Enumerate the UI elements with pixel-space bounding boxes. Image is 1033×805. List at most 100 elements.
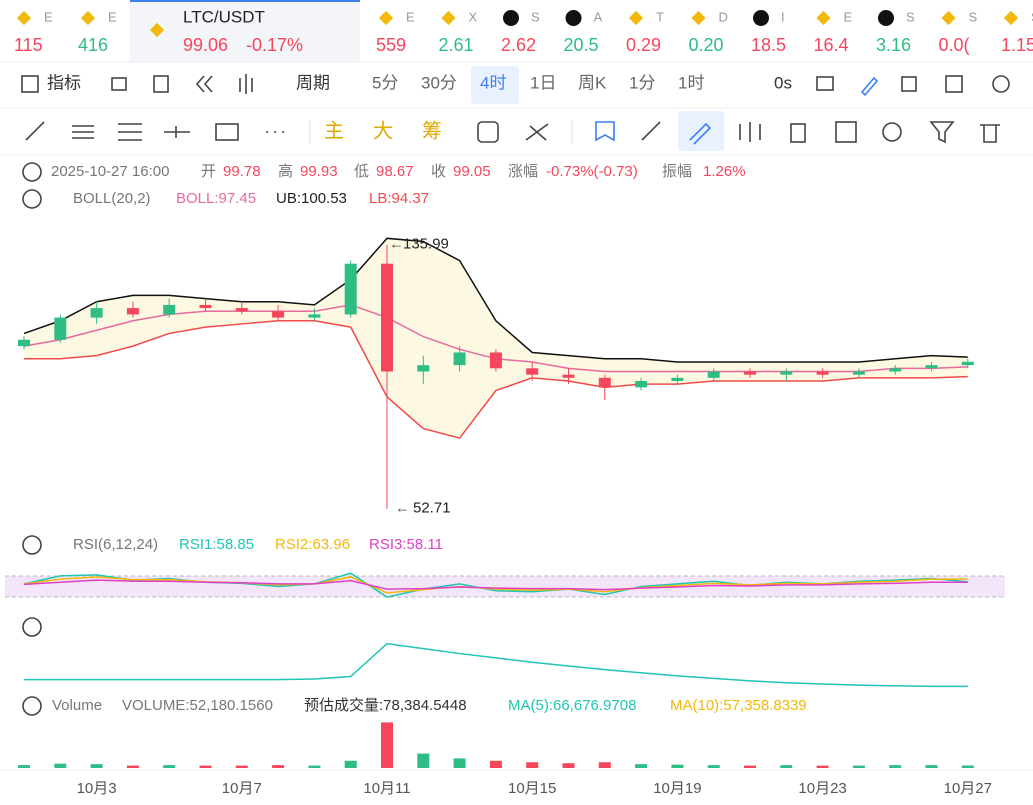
toggle[interactable] — [22, 535, 42, 555]
ticker-price[interactable]: 18.5 — [751, 35, 786, 55]
toggle[interactable] — [22, 696, 42, 716]
icon[interactable] — [111, 77, 127, 91]
toggle[interactable] — [22, 617, 42, 637]
interval[interactable]: 30分 — [421, 73, 457, 92]
x-tick-label: 10月27 — [944, 780, 992, 797]
info-open-label: 开 — [201, 163, 216, 180]
coin-icon — [503, 10, 519, 26]
volume-bar — [961, 765, 974, 768]
volume-bar — [635, 764, 648, 768]
interval[interactable]: 1分 — [629, 73, 655, 92]
boll-line — [24, 320, 968, 439]
x-tick-label: 10月11 — [363, 780, 410, 797]
info-close: 99.05 — [453, 163, 491, 180]
indicator-tool[interactable]: 大 — [373, 119, 393, 142]
ticker-price[interactable]: 0.0( — [939, 35, 970, 55]
ticker-symbol[interactable]: X — [469, 9, 478, 24]
indicators-button[interactable]: 指标 — [47, 73, 81, 92]
icon[interactable] — [21, 75, 39, 93]
candle-body — [489, 352, 502, 369]
ticker-symbol[interactable]: S — [531, 9, 540, 24]
ticker-symbol[interactable]: E — [44, 9, 53, 24]
ticker-symbol[interactable]: E — [406, 9, 415, 24]
toggle[interactable] — [22, 162, 42, 182]
ticker-price[interactable]: 16.4 — [814, 35, 849, 55]
tool-active-bg — [678, 111, 724, 151]
icon[interactable] — [816, 76, 834, 91]
tool[interactable] — [641, 121, 661, 141]
tool[interactable] — [525, 123, 549, 141]
icon[interactable] — [195, 75, 213, 93]
volume-bar — [707, 765, 720, 768]
tool[interactable] — [790, 123, 806, 143]
period-button[interactable]: 周期 — [296, 73, 330, 92]
arrow: ← — [389, 236, 404, 253]
icon[interactable] — [860, 76, 879, 97]
icon[interactable] — [945, 75, 963, 93]
ticker-symbol[interactable]: E — [844, 9, 853, 24]
ticker-symbol[interactable]: E — [108, 9, 117, 24]
ticker-price[interactable]: 1.15 — [1001, 35, 1033, 55]
tool[interactable] — [477, 121, 499, 143]
volume-bar — [381, 722, 393, 768]
ticker-price[interactable]: 416 — [78, 35, 108, 55]
tool[interactable] — [980, 124, 1000, 143]
ticker-price[interactable]: 0.20 — [689, 35, 724, 55]
interval[interactable]: 1日 — [530, 73, 556, 92]
active-tile[interactable] — [130, 0, 360, 62]
interval[interactable]: 周K — [578, 73, 607, 92]
ticker-price[interactable]: 3.16 — [876, 35, 911, 55]
volume-bar — [54, 763, 67, 768]
tool[interactable] — [835, 121, 857, 143]
ticker-price[interactable]: 0.29 — [626, 35, 661, 55]
ticker-symbol[interactable]: T — [656, 9, 664, 24]
volume-est: 预估成交量:78,384.5448 — [304, 696, 467, 714]
interval[interactable]: 1时 — [678, 73, 704, 92]
tool[interactable] — [929, 121, 955, 144]
ticker-symbol[interactable]: S — [1031, 9, 1033, 24]
indicator-tool[interactable]: 主 — [324, 119, 344, 142]
info-low: 98.67 — [376, 163, 414, 180]
interval[interactable]: 4时 — [480, 73, 506, 92]
info-low-label: 低 — [354, 163, 369, 180]
ticker-price[interactable]: 2.61 — [439, 35, 474, 55]
tool[interactable] — [689, 122, 712, 145]
tool[interactable] — [595, 121, 615, 142]
coin-icon — [628, 10, 644, 26]
tool[interactable] — [739, 122, 761, 142]
tool[interactable] — [215, 123, 239, 141]
volume-bar — [90, 764, 103, 768]
rsi2: RSI2:63.96 — [275, 536, 350, 553]
interval[interactable]: 5分 — [372, 73, 398, 92]
rsi-line — [23, 576, 968, 594]
tool[interactable] — [25, 121, 45, 141]
candle-body — [562, 374, 575, 378]
candle-body — [18, 339, 30, 347]
ticker-symbol[interactable]: A — [594, 9, 603, 24]
ticker-symbol[interactable]: I — [781, 9, 785, 24]
indicator-tool[interactable]: 筹 — [422, 119, 442, 142]
ticker-price[interactable]: 115 — [14, 35, 43, 55]
tool[interactable] — [72, 125, 94, 139]
candle-body — [780, 371, 793, 375]
ticker-price[interactable]: 2.62 — [501, 35, 536, 55]
ticker-price[interactable]: 559 — [376, 35, 406, 55]
candle-body — [126, 308, 139, 315]
ticker-symbol[interactable]: S — [906, 9, 915, 24]
ticker-symbol[interactable]: S — [969, 9, 978, 24]
tool[interactable] — [882, 122, 902, 142]
icon[interactable] — [153, 75, 169, 93]
toggle[interactable] — [22, 189, 42, 209]
icon[interactable] — [239, 74, 253, 94]
icon[interactable] — [992, 75, 1010, 93]
tool[interactable] — [164, 126, 190, 138]
icon[interactable] — [901, 76, 917, 92]
active-indicator — [130, 0, 360, 2]
coin-icon — [1003, 10, 1019, 26]
coin-icon — [691, 10, 706, 26]
volume-bar — [344, 760, 357, 768]
volume-bar — [417, 753, 430, 768]
ticker-symbol[interactable]: D — [719, 9, 728, 24]
ticker-price[interactable]: 20.5 — [564, 35, 599, 55]
tool[interactable] — [118, 123, 142, 141]
